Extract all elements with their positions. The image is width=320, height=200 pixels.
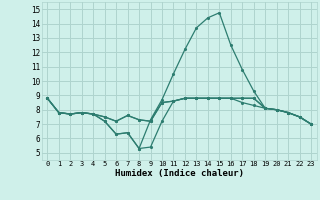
X-axis label: Humidex (Indice chaleur): Humidex (Indice chaleur)	[115, 169, 244, 178]
